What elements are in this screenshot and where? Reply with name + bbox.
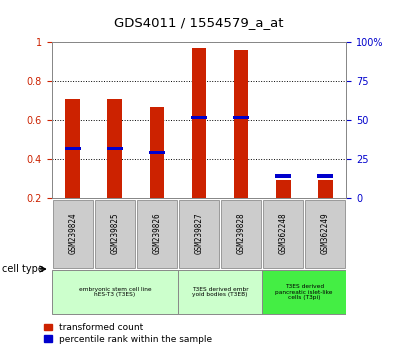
- Text: cell type: cell type: [2, 264, 44, 274]
- Bar: [192, 48, 206, 198]
- FancyBboxPatch shape: [178, 270, 262, 314]
- FancyBboxPatch shape: [137, 200, 177, 268]
- FancyBboxPatch shape: [53, 200, 93, 268]
- Text: GSM239824: GSM239824: [68, 213, 77, 255]
- Text: GDS4011 / 1554579_a_at: GDS4011 / 1554579_a_at: [114, 16, 284, 29]
- FancyBboxPatch shape: [305, 200, 345, 268]
- Bar: [150, 107, 164, 198]
- Bar: [191, 116, 207, 119]
- Bar: [149, 151, 165, 154]
- Text: GSM362249: GSM362249: [321, 213, 330, 255]
- Text: GSM362248: GSM362248: [279, 213, 288, 255]
- Text: T3ES derived
pancreatic islet-like
cells (T3pi): T3ES derived pancreatic islet-like cells…: [275, 284, 333, 300]
- Bar: [276, 180, 291, 198]
- Bar: [275, 174, 291, 178]
- FancyBboxPatch shape: [262, 270, 346, 314]
- Bar: [318, 174, 333, 178]
- Text: GSM239826: GSM239826: [152, 213, 162, 255]
- FancyBboxPatch shape: [95, 200, 135, 268]
- FancyBboxPatch shape: [221, 200, 261, 268]
- Bar: [107, 99, 122, 198]
- Text: T3ES derived embr
yoid bodies (T3EB): T3ES derived embr yoid bodies (T3EB): [192, 287, 248, 297]
- FancyBboxPatch shape: [179, 200, 219, 268]
- Text: GSM239828: GSM239828: [236, 213, 246, 255]
- FancyBboxPatch shape: [263, 200, 303, 268]
- Bar: [65, 147, 80, 150]
- Bar: [233, 116, 249, 119]
- Bar: [234, 50, 248, 198]
- Text: embryonic stem cell line
hES-T3 (T3ES): embryonic stem cell line hES-T3 (T3ES): [78, 287, 151, 297]
- Text: GSM239825: GSM239825: [110, 213, 119, 255]
- Bar: [318, 180, 333, 198]
- Text: GSM239827: GSM239827: [195, 213, 203, 255]
- Legend: transformed count, percentile rank within the sample: transformed count, percentile rank withi…: [44, 323, 212, 344]
- FancyBboxPatch shape: [52, 270, 178, 314]
- Bar: [107, 147, 123, 150]
- Bar: [65, 99, 80, 198]
